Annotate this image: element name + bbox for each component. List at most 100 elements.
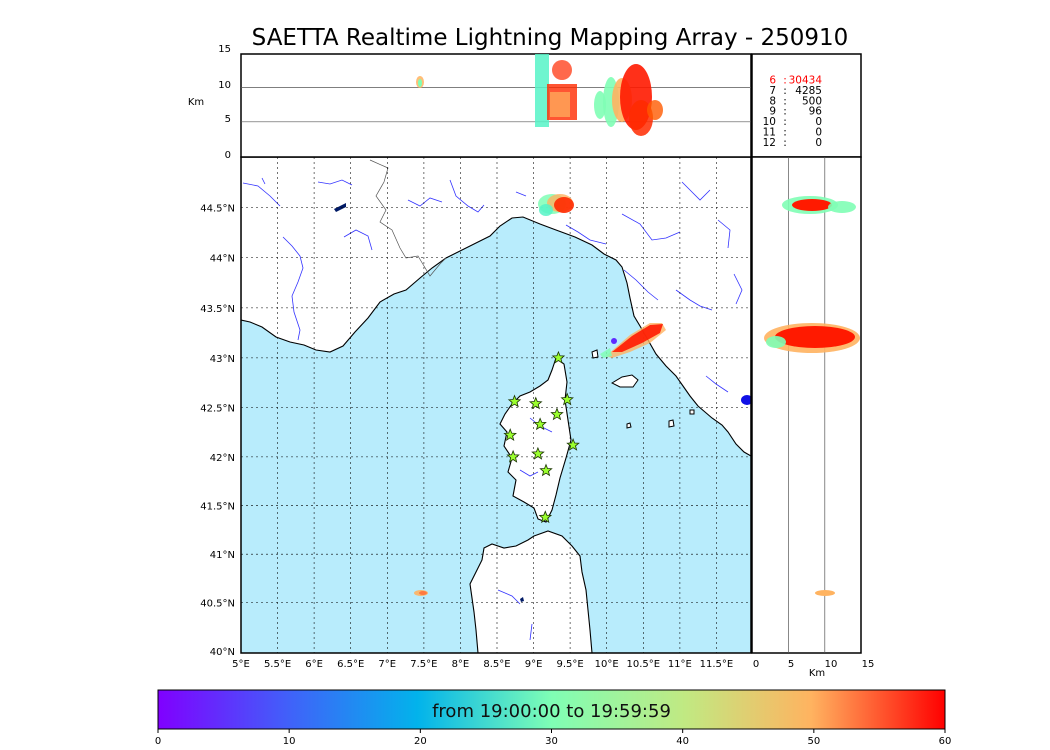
station-count-value: 96 (809, 106, 823, 118)
axis-tick-labels: 15 10 5 0 Km 44.5°N 44°N 43.5°N 43°N 42.5°N 42°N 41… (188, 44, 875, 679)
station-marker-7 (503, 428, 517, 442)
latitude-tick: 44°N (210, 254, 235, 265)
station-marker-1 (551, 350, 566, 364)
station-marker-2 (507, 394, 522, 408)
longitude-tick: 11.5°E (700, 659, 734, 670)
colorbar-tick-label: 50 (807, 736, 820, 747)
altitude-tick: 10 (218, 80, 231, 91)
station-marker-3 (528, 396, 543, 410)
station-count-separator: : (783, 116, 787, 128)
colorbar-tick-label: 40 (676, 736, 689, 747)
lake-annecy (334, 203, 346, 212)
longitude-tick: 7.5°E (410, 659, 437, 670)
station-count-separator: : (783, 137, 787, 149)
station-count-number: 12 (763, 137, 776, 149)
elba-island (610, 374, 639, 388)
latlon-gridlines (241, 157, 751, 653)
tuscan-island-montecristo (626, 422, 632, 429)
station-count-value: 0 (815, 127, 822, 139)
station-count-number: 10 (763, 116, 776, 128)
side-km-tick: 0 (753, 659, 759, 670)
latitude-tick: 44.5°N (200, 204, 235, 215)
mainland-coast (241, 157, 751, 457)
side-km-tick: 10 (825, 659, 838, 670)
latitude-tick: 40°N (210, 647, 235, 658)
longitude-tick: 5.5°E (264, 659, 291, 670)
station-count-separator: : (783, 75, 787, 87)
station-count-number: 9 (769, 106, 776, 118)
station-count-number: 11 (763, 127, 776, 139)
lightning-cluster-tuscany-coast (600, 323, 666, 358)
colorbar-tick-label: 60 (939, 736, 952, 747)
station-marker-12 (538, 510, 553, 524)
station-count-value: 30434 (789, 75, 823, 87)
lma-stations (503, 350, 580, 524)
station-count-value: 0 (815, 116, 822, 128)
side-km-tick: 15 (862, 659, 875, 670)
main-map (241, 157, 751, 653)
station-count-separator: : (783, 95, 787, 107)
station-marker-11 (539, 463, 553, 477)
latitude-tick: 41°N (210, 550, 235, 561)
station-marker-5 (533, 417, 547, 431)
longitude-tick: 9.5°E (557, 659, 584, 670)
station-count-value: 0 (815, 137, 822, 149)
national-borders (369, 159, 447, 277)
colorbar-tick-label: 0 (155, 736, 161, 747)
longitude-tick: 6°E (305, 659, 323, 670)
rivers (242, 177, 743, 641)
altitude-tick: 0 (225, 150, 231, 161)
altitude-axis-unit: Km (188, 97, 204, 108)
station-count-separator: : (783, 127, 787, 139)
latitude-tick: 43°N (210, 354, 235, 365)
station-count-number: 7 (769, 85, 776, 97)
tuscan-island-capraia (591, 349, 599, 359)
latitude-vs-altitude-panel (751, 156, 862, 654)
latitude-tick: 43.5°N (200, 304, 235, 315)
lake-small (520, 597, 524, 602)
station-marker-10 (531, 446, 545, 460)
altitude-tick: 5 (225, 114, 231, 125)
station-marker-9 (506, 449, 520, 463)
tuscan-island-giannutri (689, 409, 695, 415)
latitude-tick: 42°N (210, 453, 235, 464)
colorbar-caption: from 19:00:00 to 19:59:59 (432, 701, 671, 722)
station-count-number: 8 (769, 95, 776, 107)
station-count-separator: : (783, 85, 787, 97)
colorbar-tick-label: 10 (283, 736, 296, 747)
station-count-separator: : (783, 106, 787, 118)
station-marker-6 (550, 407, 564, 421)
station-count-value: 4285 (795, 85, 822, 97)
colorbar-tick-label: 30 (545, 736, 558, 747)
side-axis-unit: Km (809, 668, 825, 679)
longitude-tick: 9°E (525, 659, 543, 670)
longitude-tick: 7°E (378, 659, 396, 670)
map-title: SAETTA Realtime Lightning Mapping Array … (251, 25, 849, 51)
longitude-tick: 10°E (595, 659, 619, 670)
latitude-tick: 41.5°N (200, 502, 235, 513)
side-km-tick: 5 (788, 659, 794, 670)
station-count-value: 500 (802, 95, 822, 107)
longitude-tick: 8.5°E (483, 659, 510, 670)
latitude-tick: 42.5°N (200, 404, 235, 415)
sardinia-island (469, 530, 593, 653)
lightning-cluster-east-edge (741, 395, 753, 405)
longitude-tick: 8°E (452, 659, 470, 670)
longitude-tick: 10.5°E (626, 659, 660, 670)
lightning-cluster-north-apennines (538, 194, 574, 216)
altitude-tick: 15 (218, 44, 231, 55)
latitude-tick: 40.5°N (200, 598, 235, 609)
lightning-cluster-sardinia-coast (414, 590, 428, 596)
tuscan-island-giglio (668, 419, 675, 428)
colorbar-ticks: 0 10 20 30 40 50 60 (155, 729, 952, 747)
longitude-tick: 5°E (232, 659, 250, 670)
station-count-number: 6 (769, 75, 776, 87)
time-colorbar (157, 689, 946, 730)
station-marker-4 (560, 392, 574, 406)
altitude-vs-longitude-panel (240, 53, 752, 158)
longitude-tick: 6.5°E (337, 659, 364, 670)
longitude-tick: 11°E (668, 659, 692, 670)
station-marker-8 (566, 438, 580, 451)
